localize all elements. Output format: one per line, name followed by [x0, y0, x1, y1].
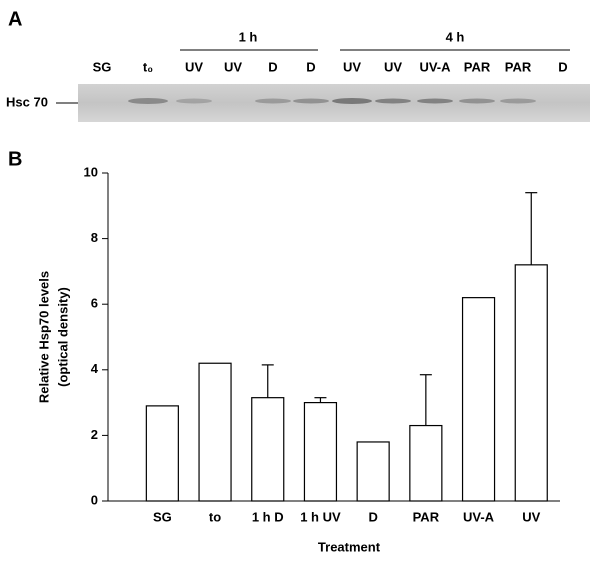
bar [461, 297, 496, 502]
bar [514, 264, 548, 502]
y-axis-title: (optical density) [55, 287, 70, 387]
lane-label: D [268, 59, 277, 74]
lane-label: t₀ [143, 59, 153, 74]
group-label: 1 h [239, 29, 258, 44]
bar [198, 362, 232, 502]
lane-label: UV [224, 59, 242, 74]
lane-label: UV-A [419, 59, 451, 74]
x-tick-label: PAR [413, 509, 440, 524]
x-axis-title: Treatment [318, 539, 381, 554]
lane-label: UV [185, 59, 203, 74]
bar [356, 441, 390, 502]
y-tick-label: 2 [91, 427, 98, 442]
y-tick-label: 6 [91, 296, 98, 311]
lane-label: D [306, 59, 315, 74]
y-tick-label: 4 [91, 361, 99, 376]
x-tick-label: D [368, 509, 377, 524]
panel-label: A [8, 8, 22, 30]
bar [409, 424, 443, 502]
bar [303, 402, 338, 502]
y-tick-label: 0 [91, 492, 98, 507]
row-label: Hsc 70 [6, 94, 48, 109]
x-tick-label: UV [522, 509, 540, 524]
blot-image [78, 84, 590, 122]
bar [145, 405, 179, 502]
lane-label: UV [384, 59, 402, 74]
lane-label: UV [343, 59, 361, 74]
x-tick-label: UV-A [463, 509, 495, 524]
y-tick-label: 10 [84, 164, 98, 179]
x-tick-label: 1 h D [252, 509, 284, 524]
lane-label: PAR [505, 59, 532, 74]
lane-label: PAR [464, 59, 491, 74]
x-tick-label: to [209, 509, 221, 524]
lane-label: SG [93, 59, 112, 74]
panel-label: B [8, 148, 22, 170]
bar [251, 397, 285, 502]
y-tick-label: 8 [91, 230, 98, 245]
x-tick-label: SG [153, 509, 172, 524]
group-label: 4 h [446, 29, 465, 44]
x-tick-label: 1 h UV [300, 509, 341, 524]
lane-label: D [558, 59, 567, 74]
blot-bands [128, 98, 536, 104]
y-axis-title: Relative Hsp70 levels [36, 271, 51, 403]
